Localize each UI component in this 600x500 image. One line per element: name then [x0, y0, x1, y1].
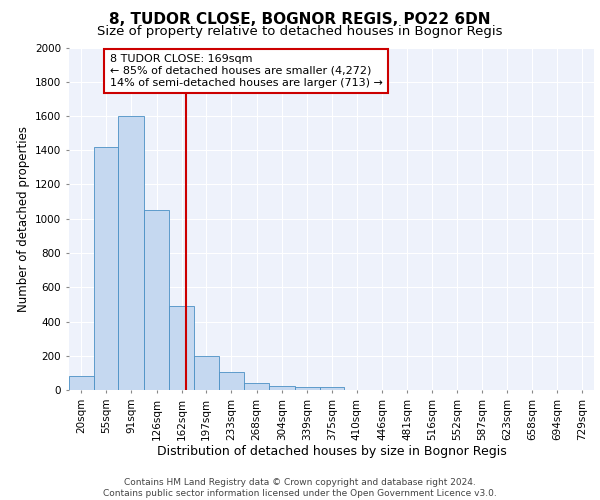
Bar [320, 388, 344, 390]
Bar [218, 372, 244, 390]
Bar [94, 147, 118, 390]
Bar [244, 383, 269, 390]
Bar [295, 386, 320, 390]
Bar [118, 116, 144, 390]
Text: 8, TUDOR CLOSE, BOGNOR REGIS, PO22 6DN: 8, TUDOR CLOSE, BOGNOR REGIS, PO22 6DN [109, 12, 491, 28]
Bar [169, 306, 194, 390]
Bar [194, 356, 218, 390]
Text: 8 TUDOR CLOSE: 169sqm
← 85% of detached houses are smaller (4,272)
14% of semi-d: 8 TUDOR CLOSE: 169sqm ← 85% of detached … [110, 54, 382, 88]
Text: Contains HM Land Registry data © Crown copyright and database right 2024.
Contai: Contains HM Land Registry data © Crown c… [103, 478, 497, 498]
Bar [269, 386, 295, 390]
Bar [144, 210, 169, 390]
Y-axis label: Number of detached properties: Number of detached properties [17, 126, 29, 312]
Text: Size of property relative to detached houses in Bognor Regis: Size of property relative to detached ho… [97, 25, 503, 38]
X-axis label: Distribution of detached houses by size in Bognor Regis: Distribution of detached houses by size … [157, 446, 506, 458]
Bar [69, 376, 94, 390]
